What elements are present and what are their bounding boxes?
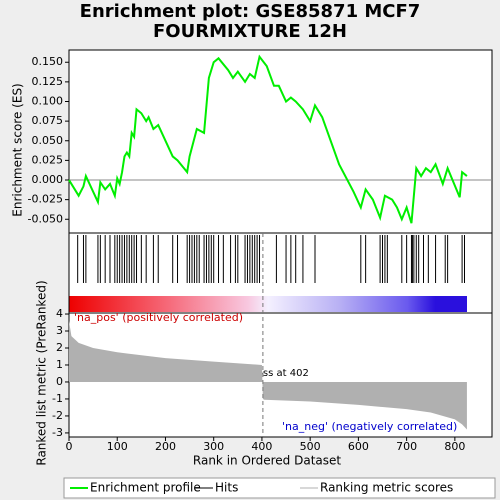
y-tick-label: 0.050 bbox=[32, 134, 64, 147]
annotation: 'na_neg' (negatively correlated) bbox=[282, 420, 457, 433]
x-axis-label: Rank in Ordered Dataset bbox=[193, 454, 341, 468]
x-tick-label: 400 bbox=[251, 440, 272, 453]
y-tick-label: -0.025 bbox=[28, 193, 63, 206]
legend-label: Hits bbox=[215, 481, 238, 495]
x-tick-label: 800 bbox=[444, 440, 465, 453]
color-strip bbox=[69, 296, 467, 312]
y-axis-label: Ranked list metric (PreRanked) bbox=[35, 280, 49, 465]
y-tick-label: 0.125 bbox=[32, 75, 64, 88]
y-tick-label: 4 bbox=[56, 307, 63, 320]
chart-title: FOURMIXTURE 12H bbox=[153, 21, 347, 42]
chart-title: Enrichment plot: GSE85871 MCF7 bbox=[80, 1, 421, 22]
x-tick-label: 600 bbox=[348, 440, 369, 453]
x-tick-label: 100 bbox=[107, 440, 128, 453]
legend-label: Enrichment profile bbox=[90, 481, 201, 495]
annotation: Zero cross at 402 bbox=[221, 368, 309, 379]
enrichment-line bbox=[68, 54, 468, 224]
x-tick-label: 0 bbox=[66, 440, 73, 453]
y-tick-label: 0.025 bbox=[32, 153, 64, 166]
metric-area bbox=[69, 320, 467, 430]
y-tick-label: -0.050 bbox=[28, 212, 63, 225]
x-tick-label: 200 bbox=[155, 440, 176, 453]
legend-label: Ranking metric scores bbox=[320, 481, 453, 495]
y-axis-label: Enrichment score (ES) bbox=[11, 83, 25, 216]
y-tick-label: -2 bbox=[52, 409, 63, 422]
plot-frame bbox=[68, 49, 493, 438]
y-tick-label: 2 bbox=[56, 341, 63, 354]
y-tick-label: -3 bbox=[52, 426, 63, 439]
legend-box bbox=[63, 477, 496, 499]
y-tick-label: 0 bbox=[56, 375, 63, 388]
y-tick-label: 1 bbox=[56, 358, 63, 371]
x-tick-label: 500 bbox=[300, 440, 321, 453]
y-tick-label: 0.150 bbox=[32, 55, 64, 68]
y-tick-label: 0.075 bbox=[32, 114, 64, 127]
x-tick-label: 700 bbox=[396, 440, 417, 453]
x-tick-label: 300 bbox=[203, 440, 224, 453]
y-tick-label: 0.100 bbox=[32, 95, 64, 108]
y-tick-label: 3 bbox=[56, 324, 63, 337]
y-tick-label: 0.000 bbox=[32, 173, 64, 186]
annotation: 'na_pos' (positively correlated) bbox=[74, 311, 243, 324]
y-tick-label: -1 bbox=[52, 392, 63, 405]
